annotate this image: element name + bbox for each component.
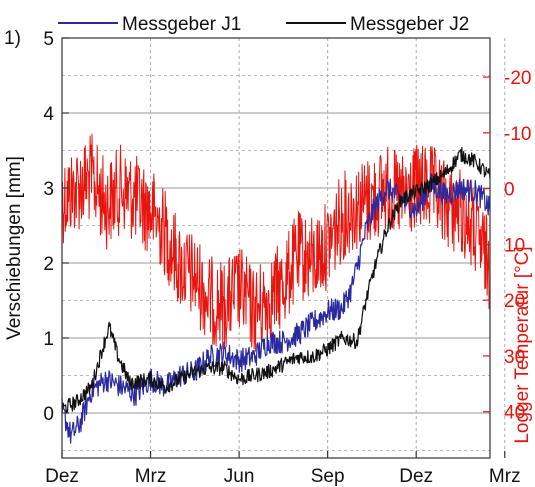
plot-frame — [61, 37, 491, 459]
y2-tick-label: 0 — [504, 180, 515, 201]
y2-tick-label: 30 — [504, 347, 525, 368]
x-tick-label: Mrz — [489, 466, 521, 487]
legend-label-j2: Messgeber J2 — [350, 14, 469, 35]
x-tick-label: Dez — [399, 466, 433, 487]
y-axis-label: Verschiebungen [mm] — [4, 156, 25, 340]
series-line-j1 — [61, 173, 491, 444]
y-tick-label: 4 — [43, 104, 54, 125]
y2-tick-label: -10 — [504, 124, 531, 145]
y-tick-label: 0 — [43, 404, 54, 425]
y-tick-label: 2 — [43, 254, 54, 275]
temperature-line — [61, 133, 491, 352]
axes: 0 1 2 3 4 5 Dez Mrz Jun Sep Dez Mrz -20 -10 0 10 20 30 40 — [43, 29, 531, 487]
panel-label: 1) — [4, 28, 21, 49]
x-tick-label: Jun — [224, 466, 255, 487]
y2-tick-label: 20 — [504, 291, 525, 312]
legend: Messgeber J1 Messgeber J2 — [58, 14, 469, 35]
grid — [61, 37, 506, 458]
series-line-j2 — [61, 147, 491, 414]
y2-tick-label: -20 — [504, 68, 531, 89]
y2-axis-label: Logger Temperatur [°C] — [512, 246, 533, 443]
plot-series — [61, 133, 491, 444]
y-tick-label: 5 — [43, 29, 54, 50]
legend-label-j1: Messgeber J1 — [122, 14, 241, 35]
y2-tick-label: 10 — [504, 235, 525, 256]
x-tick-label: Dez — [45, 466, 79, 487]
x-tick-label: Sep — [311, 466, 345, 487]
y-tick-label: 1 — [43, 329, 54, 350]
y2-tick-label: 40 — [504, 403, 525, 424]
x-tick-label: Mrz — [135, 466, 167, 487]
y-tick-label: 3 — [43, 179, 54, 200]
